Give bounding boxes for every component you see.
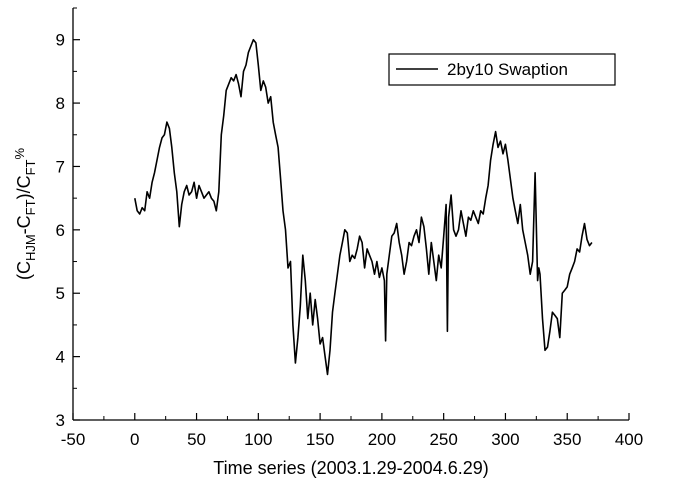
y-tick-label: 3	[56, 411, 65, 430]
y-tick-label: 7	[56, 157, 65, 176]
x-tick-label: 50	[187, 430, 206, 449]
x-tick-label: 150	[306, 430, 334, 449]
x-tick-label: 400	[615, 430, 643, 449]
legend-entry-label: 2by10 Swaption	[447, 60, 568, 79]
y-axis-title: (CHJM-CFT)/CFT%	[12, 148, 38, 281]
x-axis-title: Time series (2003.1.29-2004.6.29)	[213, 458, 488, 478]
x-tick-label: 100	[244, 430, 272, 449]
series-line	[134, 38, 593, 376]
y-title-prefix: (C	[14, 261, 34, 280]
x-tick-label: 200	[368, 430, 396, 449]
y-title-sub3: FT	[23, 159, 38, 175]
y-title-sub1: HJM	[23, 234, 38, 261]
x-ticks: -50 0 50 100 150 200 250 300 350 400	[61, 413, 643, 449]
y-tick-label: 8	[56, 94, 65, 113]
y-tick-label: 6	[56, 221, 65, 240]
y-title-mid2: )/C	[14, 175, 34, 199]
x-tick-label: -50	[61, 430, 86, 449]
y-ticks: 3 4 5 6 7 8 9	[56, 7, 80, 430]
x-tick-label: 250	[429, 430, 457, 449]
legend: 2by10 Swaption	[388, 53, 616, 86]
y-tick-label: 9	[56, 31, 65, 50]
y-title-suffix: %	[12, 148, 27, 160]
x-tick-label: 0	[130, 430, 139, 449]
y-title-mid1: -C	[14, 215, 34, 234]
x-tick-label: 300	[491, 430, 519, 449]
x-tick-label: 350	[553, 430, 581, 449]
y-tick-label: 5	[56, 284, 65, 303]
y-title-sub2: FT	[23, 199, 38, 215]
y-tick-label: 4	[56, 348, 65, 367]
